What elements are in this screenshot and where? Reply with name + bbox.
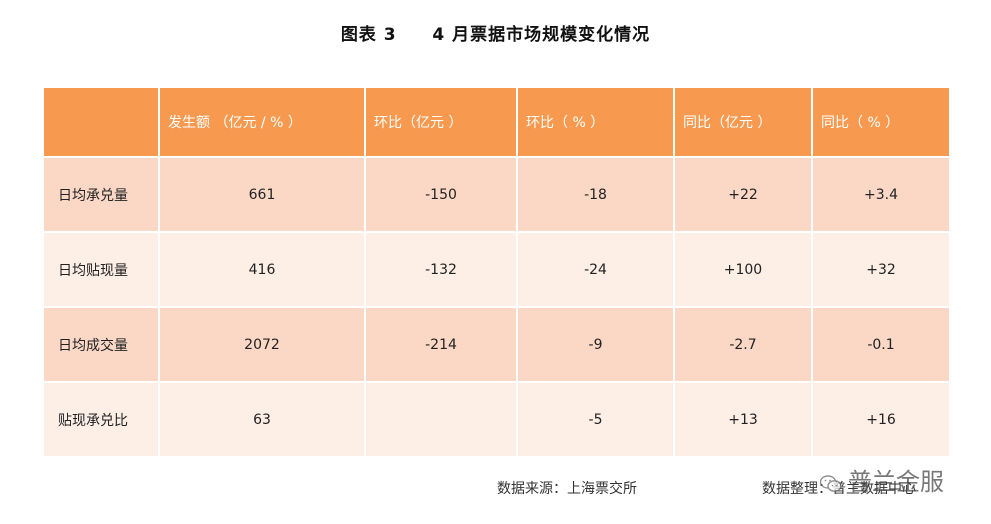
table-row: 日均承兑量 661 -150 -18 +22 +3.4 <box>42 156 951 233</box>
title-text: 4 月票据市场规模变化情况 <box>432 25 651 45</box>
table-cell <box>364 381 518 458</box>
table-cell: +3.4 <box>811 156 951 233</box>
row-label: 日均承兑量 <box>42 156 160 233</box>
table-cell: +22 <box>673 156 813 233</box>
data-source-note: 数据来源：上海票交所 <box>497 481 637 497</box>
table-row: 日均成交量 2072 -214 -9 -2.7 -0.1 <box>42 306 951 383</box>
table-cell: -132 <box>364 231 518 308</box>
table-cell: -0.1 <box>811 306 951 383</box>
table-row: 日均贴现量 416 -132 -24 +100 +32 <box>42 231 951 308</box>
table-cell: 416 <box>158 231 366 308</box>
table-cell: +13 <box>673 381 813 458</box>
table-cell: 63 <box>158 381 366 458</box>
table-cell: 2072 <box>158 306 366 383</box>
table-cell: 661 <box>158 156 366 233</box>
title-prefix: 图表 <box>340 25 377 45</box>
row-label: 日均贴现量 <box>42 231 160 308</box>
table-cell: +100 <box>673 231 813 308</box>
watermark-text: 普兰金服 <box>848 468 944 496</box>
header-cell-amount: 发生额 （亿元 / % ） <box>158 86 366 158</box>
header-cell-empty <box>42 86 160 158</box>
table-cell: -18 <box>516 156 675 233</box>
table-cell: -2.7 <box>673 306 813 383</box>
watermark: 普兰金服 <box>819 462 944 497</box>
table-row: 贴现承兑比 63 -5 +13 +16 <box>42 381 951 458</box>
market-scale-table: 发生额 （亿元 / % ） 环比（亿元 ） 环比（ % ） 同比（亿元 ） 同比… <box>42 86 951 458</box>
table-cell: -5 <box>516 381 675 458</box>
table-cell: -9 <box>516 306 675 383</box>
title-number: 3 <box>383 25 397 45</box>
header-row: 发生额 （亿元 / % ） 环比（亿元 ） 环比（ % ） 同比（亿元 ） 同比… <box>42 86 951 158</box>
table-cell: +16 <box>811 381 951 458</box>
header-cell-mom-amount: 环比（亿元 ） <box>364 86 518 158</box>
header-cell-yoy-pct: 同比（ % ） <box>811 86 951 158</box>
header-cell-mom-pct: 环比（ % ） <box>516 86 675 158</box>
table-cell: +32 <box>811 231 951 308</box>
table-cell: -214 <box>364 306 518 383</box>
row-label: 贴现承兑比 <box>42 381 160 458</box>
wechat-icon <box>819 471 842 492</box>
header-cell-yoy-amount: 同比（亿元 ） <box>673 86 813 158</box>
table-cell: -24 <box>516 231 675 308</box>
row-label: 日均成交量 <box>42 306 160 383</box>
table-cell: -150 <box>364 156 518 233</box>
chart-title: 图表 3 4 月票据市场规模变化情况 <box>0 20 991 45</box>
